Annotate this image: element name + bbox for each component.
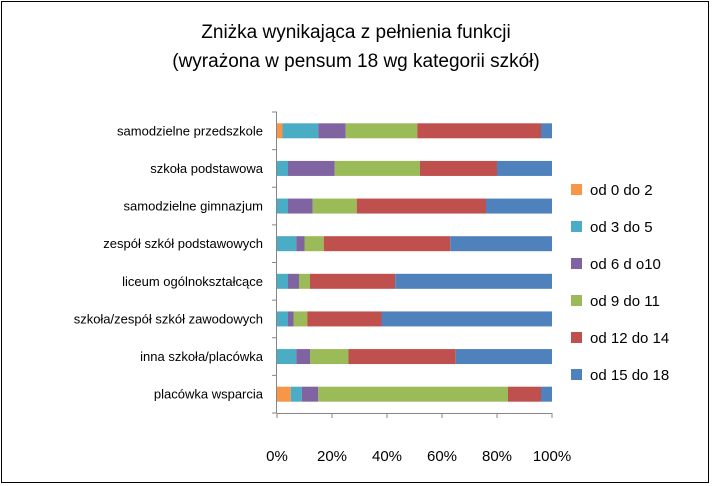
bar-segment xyxy=(277,198,288,214)
bar-segment xyxy=(381,311,552,327)
legend-swatch xyxy=(571,295,582,306)
x-tick-labels: 0% 20% 40% 60% 80% 100% xyxy=(266,448,571,465)
bar-segment xyxy=(288,160,335,176)
bar-segment xyxy=(288,311,294,327)
category-label: samodzielne przedszkole xyxy=(117,123,263,138)
bar-segment xyxy=(277,273,288,289)
legend: od 0 do 2 od 3 do 5 od 6 d o10 od 9 do 11 od… xyxy=(571,182,669,384)
category-label: placówka wsparcia xyxy=(154,387,264,402)
bar-segment xyxy=(288,198,313,214)
legend-label: od 6 d o10 xyxy=(590,256,661,273)
bar-segment xyxy=(277,160,288,176)
category-label: szkoła/zespół szkół zawodowych xyxy=(74,311,263,326)
bar-segment xyxy=(307,311,382,327)
bar-segment xyxy=(395,273,552,289)
x-tick-label: 60% xyxy=(427,448,457,465)
legend-swatch xyxy=(571,221,582,232)
bar-segment xyxy=(334,160,420,176)
bar-segment xyxy=(310,349,349,365)
legend-label: od 0 do 2 xyxy=(590,182,653,199)
bar-segment xyxy=(455,349,552,365)
category-label: liceum ogólnokształcące xyxy=(122,274,263,289)
bar-segment xyxy=(417,123,541,139)
category-label: szkoła podstawowa xyxy=(150,161,263,176)
bar-segment xyxy=(277,349,297,365)
bar-segment xyxy=(323,236,451,252)
bar-segment xyxy=(288,273,299,289)
bar-segment xyxy=(541,386,552,402)
bar-segment xyxy=(312,198,357,214)
bar-segment xyxy=(304,236,324,252)
bar-segment xyxy=(277,123,283,139)
category-labels: samodzielne przedszkole szkoła podstawowa… xyxy=(74,123,264,401)
bar-segment xyxy=(450,236,552,252)
x-tick-label: 80% xyxy=(482,448,512,465)
bar-segment xyxy=(318,386,508,402)
legend-label: od 9 do 11 xyxy=(590,293,660,310)
chart-title-line: (wyrażona w pensum 18 wg kategorii szkół… xyxy=(172,51,540,72)
bar-segment xyxy=(486,198,552,214)
bar-segment xyxy=(277,311,288,327)
legend-label: od 12 do 14 xyxy=(590,330,669,347)
legend-swatch xyxy=(571,184,582,195)
bar-segment xyxy=(541,123,552,139)
axes xyxy=(272,111,553,418)
x-tick-label: 20% xyxy=(317,448,347,465)
bar-segment xyxy=(345,123,418,139)
bar-segment xyxy=(356,198,486,214)
bar-segment xyxy=(318,123,346,139)
bar-segment xyxy=(277,236,297,252)
bar-segment xyxy=(299,273,310,289)
bar-segment xyxy=(296,349,310,365)
bar-segment xyxy=(293,311,308,327)
bar-segment xyxy=(310,273,396,289)
legend-label: od 3 do 5 xyxy=(590,219,653,236)
bar-segment xyxy=(290,386,302,402)
x-tick-label: 100% xyxy=(533,448,571,465)
category-label: inna szkoła/placówka xyxy=(140,349,264,364)
bars xyxy=(277,123,552,402)
x-tick-label: 40% xyxy=(372,448,402,465)
legend-swatch xyxy=(571,258,582,269)
bar-segment xyxy=(420,160,497,176)
bar-segment xyxy=(277,386,291,402)
legend-swatch xyxy=(571,332,582,343)
category-label: zespół szkół podstawowych xyxy=(103,236,263,251)
category-label: samodzielne gimnazjum xyxy=(124,199,263,214)
x-tick-label: 0% xyxy=(266,448,288,465)
bar-segment xyxy=(348,349,456,365)
bar-segment xyxy=(301,386,319,402)
legend-label: od 15 do 18 xyxy=(590,367,669,384)
legend-swatch xyxy=(571,369,582,380)
bar-segment xyxy=(497,160,552,176)
chart-title: Zniżka wynikająca z pełnienia funkcji (wy… xyxy=(172,22,540,72)
bar-segment xyxy=(282,123,319,139)
chart-title-line: Zniżka wynikająca z pełnienia funkcji xyxy=(201,22,510,43)
bar-segment xyxy=(508,386,541,402)
bar-segment xyxy=(296,236,305,252)
